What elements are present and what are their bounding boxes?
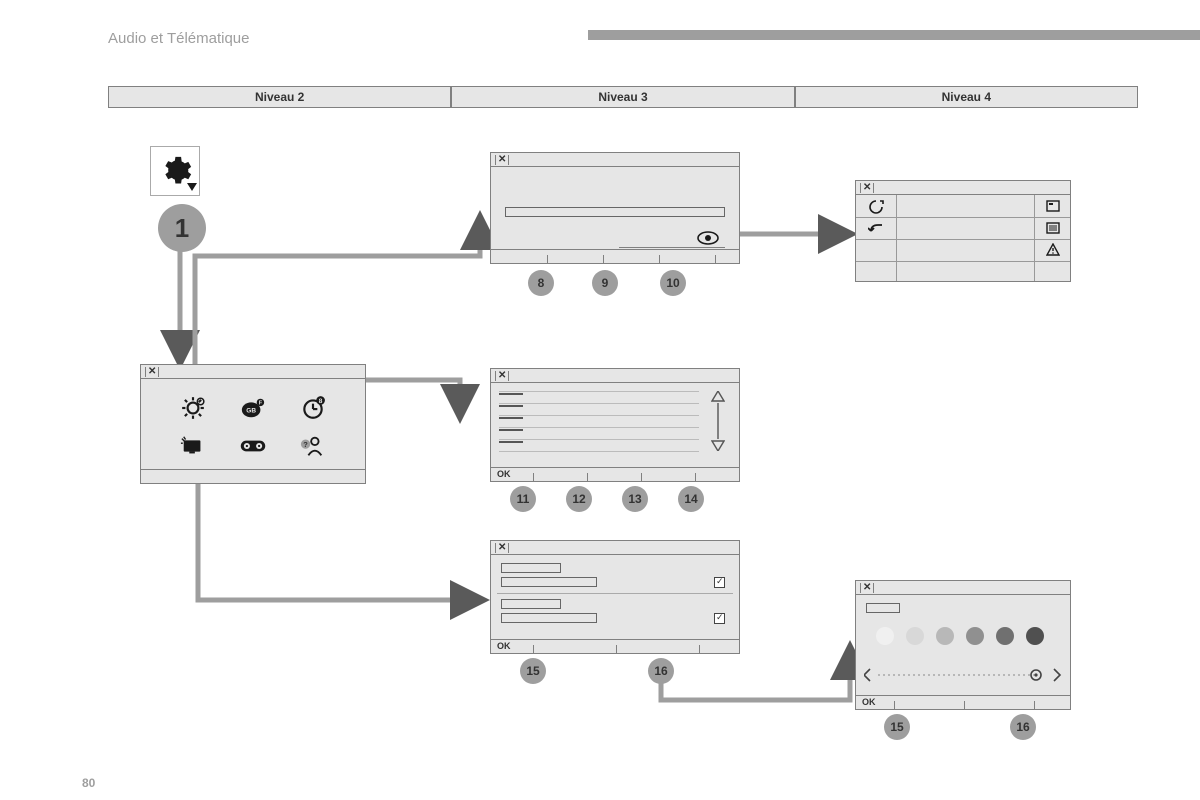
callout-11: 11 xyxy=(510,486,536,512)
scroll-up-icon xyxy=(712,391,724,401)
dropdown-triangle-icon xyxy=(187,183,197,193)
close-icon[interactable]: ✕ xyxy=(863,583,871,593)
color-swatch[interactable] xyxy=(936,627,954,645)
option-label xyxy=(501,599,561,609)
settings-gear-icon[interactable] xyxy=(180,395,206,421)
option-label xyxy=(501,613,597,623)
eye-icon[interactable] xyxy=(697,231,719,245)
color-swatch[interactable] xyxy=(1026,627,1044,645)
callout-15b: 15 xyxy=(884,714,910,740)
panel-options-check[interactable]: ✕ OK xyxy=(490,540,740,654)
list-item[interactable] xyxy=(499,405,523,407)
callout-16b: 16 xyxy=(1010,714,1036,740)
close-icon[interactable]: ✕ xyxy=(498,543,506,553)
callout-13: 13 xyxy=(622,486,648,512)
info-box-icon xyxy=(1046,200,1060,212)
text-field[interactable] xyxy=(505,207,725,217)
panel-input-preview[interactable]: ✕ xyxy=(490,152,740,264)
clock-icon[interactable]: 8 xyxy=(300,395,326,421)
callout-15: 15 xyxy=(520,658,546,684)
undo-icon xyxy=(868,221,884,237)
list-box-icon xyxy=(1046,222,1060,234)
close-icon[interactable]: ✕ xyxy=(148,367,156,377)
step-1-circle: 1 xyxy=(158,204,206,252)
scroll-down-icon xyxy=(712,441,724,451)
close-icon[interactable]: ✕ xyxy=(863,183,871,193)
panel-color-picker[interactable]: ✕ OK xyxy=(855,580,1071,710)
color-swatch[interactable] xyxy=(966,627,984,645)
callout-14: 14 xyxy=(678,486,704,512)
list-item[interactable] xyxy=(499,441,523,443)
option-label xyxy=(501,563,561,573)
svg-text:GB: GB xyxy=(246,408,256,415)
callout-10: 10 xyxy=(660,270,686,296)
slider-control[interactable] xyxy=(864,663,1064,687)
list-item[interactable] xyxy=(499,393,523,395)
callout-12: 12 xyxy=(566,486,592,512)
refresh-icon xyxy=(868,199,884,215)
checkbox[interactable] xyxy=(714,577,725,588)
panel-titlebar: ✕ xyxy=(141,365,365,379)
chevron-right-icon xyxy=(1054,669,1060,681)
field-label xyxy=(866,603,900,613)
display-screen-icon[interactable] xyxy=(180,433,206,459)
list-item[interactable] xyxy=(499,429,523,431)
checkbox[interactable] xyxy=(714,613,725,624)
control-knobs-icon[interactable] xyxy=(240,433,266,459)
panel-list-scroll[interactable]: ✕ OK xyxy=(490,368,740,482)
callout-8: 8 xyxy=(528,270,554,296)
language-globe-icon[interactable]: GBF xyxy=(240,395,266,421)
list-item[interactable] xyxy=(499,417,523,419)
svg-text:8: 8 xyxy=(319,398,323,405)
callout-16: 16 xyxy=(648,658,674,684)
option-label xyxy=(501,577,597,587)
settings-entry-icon[interactable] xyxy=(150,146,200,196)
color-swatch[interactable] xyxy=(906,627,924,645)
panel-settings-menu[interactable]: ✕ GBF 8 ? xyxy=(140,364,366,484)
panel-info-table[interactable]: ✕ xyxy=(855,180,1071,282)
scroll-control[interactable] xyxy=(711,391,725,451)
callout-9: 9 xyxy=(592,270,618,296)
svg-text:F: F xyxy=(259,400,263,406)
color-swatch[interactable] xyxy=(876,627,894,645)
page-number: 80 xyxy=(82,776,95,790)
warning-triangle-icon xyxy=(1046,243,1060,257)
person-help-icon[interactable]: ? xyxy=(300,433,326,459)
color-swatch[interactable] xyxy=(996,627,1014,645)
close-icon[interactable]: ✕ xyxy=(498,371,506,381)
svg-text:?: ? xyxy=(303,440,308,449)
chevron-left-icon xyxy=(864,669,870,681)
close-icon[interactable]: ✕ xyxy=(498,155,506,165)
